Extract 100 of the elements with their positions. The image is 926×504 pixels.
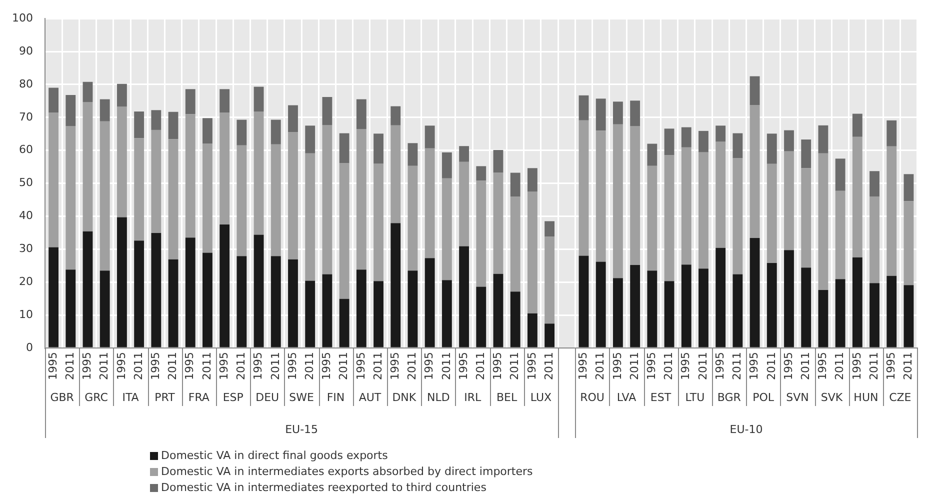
bar [766, 134, 777, 164]
bar [202, 118, 212, 144]
x-tick-label: 1995 [525, 352, 538, 380]
bar [390, 106, 401, 126]
bar [801, 268, 812, 348]
bar [356, 99, 366, 129]
bar [236, 120, 247, 146]
bar [168, 112, 178, 140]
bar [527, 313, 538, 348]
bar [117, 84, 127, 107]
text: ROU [580, 390, 604, 404]
bar [544, 236, 555, 324]
x-tick-label: 2011 [696, 352, 710, 380]
x-tick-label: 2011 [268, 352, 282, 380]
bar [801, 168, 812, 268]
bar [476, 166, 486, 181]
bar [750, 238, 760, 348]
bar [100, 270, 110, 348]
bar [459, 146, 469, 162]
x-tick-label: 1995 [80, 352, 94, 380]
bar [374, 281, 384, 348]
x-tick-label: 1995 [114, 352, 128, 380]
bar [647, 144, 658, 166]
bar [134, 138, 144, 241]
bar [390, 125, 401, 224]
bar [886, 120, 897, 146]
bar [716, 126, 726, 142]
x-tick-label: 2011 [166, 352, 180, 380]
bar [852, 136, 862, 258]
x-tick-label: 1995 [816, 352, 830, 380]
x-tick-label: 1995 [713, 352, 726, 380]
x-tick-label: 1995 [850, 352, 864, 380]
bar [766, 263, 777, 348]
bar [185, 238, 196, 348]
x-tick-label: 1995 [610, 352, 624, 380]
bar [151, 233, 162, 348]
bar [356, 128, 366, 270]
bar [424, 126, 435, 148]
x-tick-label: 2011 [730, 352, 744, 380]
bar [48, 88, 59, 113]
x-tick-label: 2011 [798, 352, 812, 380]
bar [322, 97, 332, 125]
bar [870, 283, 880, 348]
bar [100, 99, 110, 122]
bar [270, 144, 281, 256]
x-tick-label: 1995 [354, 352, 368, 380]
bar [305, 126, 316, 154]
bar [835, 279, 846, 348]
bar [766, 164, 777, 264]
bar [613, 124, 623, 278]
bar [82, 231, 93, 348]
x-tick-label: 2011 [234, 352, 248, 380]
bar [716, 142, 726, 248]
bar [698, 152, 708, 269]
x-tick-label: 1995 [422, 352, 436, 380]
bar [459, 246, 469, 348]
bar [374, 134, 384, 164]
y-tick-label: 40 [18, 209, 33, 222]
bar [151, 110, 162, 130]
text: LVA [616, 390, 637, 404]
bar [732, 158, 743, 274]
bar [732, 133, 743, 158]
bar [578, 95, 589, 120]
bar [630, 264, 640, 348]
y-tick-label: 90 [18, 44, 33, 58]
text: FRA [188, 390, 210, 404]
x-tick-label: 2011 [132, 352, 145, 380]
bar [664, 128, 674, 156]
bar [254, 111, 264, 235]
text: DNK [392, 390, 417, 404]
bar [66, 126, 76, 270]
x-tick-label: 2011 [302, 352, 316, 380]
bar [254, 86, 264, 112]
x-tick-label: 2011 [64, 352, 77, 380]
x-tick-label: 1995 [252, 352, 265, 380]
text: GRC [84, 390, 108, 404]
bar [168, 139, 178, 260]
text: BEL [496, 390, 518, 404]
x-tick-label: 2011 [474, 352, 487, 380]
text: EST [650, 390, 672, 404]
text: DEU [256, 390, 280, 404]
bar [82, 82, 93, 102]
bar [818, 125, 828, 154]
bar [904, 174, 914, 202]
bar [408, 166, 418, 271]
bar [168, 259, 178, 348]
x-tick-label: 1995 [320, 352, 334, 380]
bar [578, 256, 589, 348]
bar [270, 256, 281, 348]
bar [408, 143, 418, 166]
bar [681, 127, 692, 148]
y-tick-label: 20 [18, 274, 33, 288]
bar [681, 147, 692, 265]
bar [117, 106, 127, 218]
bar [408, 270, 418, 348]
bar [818, 153, 828, 290]
bar [220, 224, 230, 348]
bar [322, 125, 332, 274]
text: LTU [685, 390, 705, 404]
bar [134, 240, 144, 348]
